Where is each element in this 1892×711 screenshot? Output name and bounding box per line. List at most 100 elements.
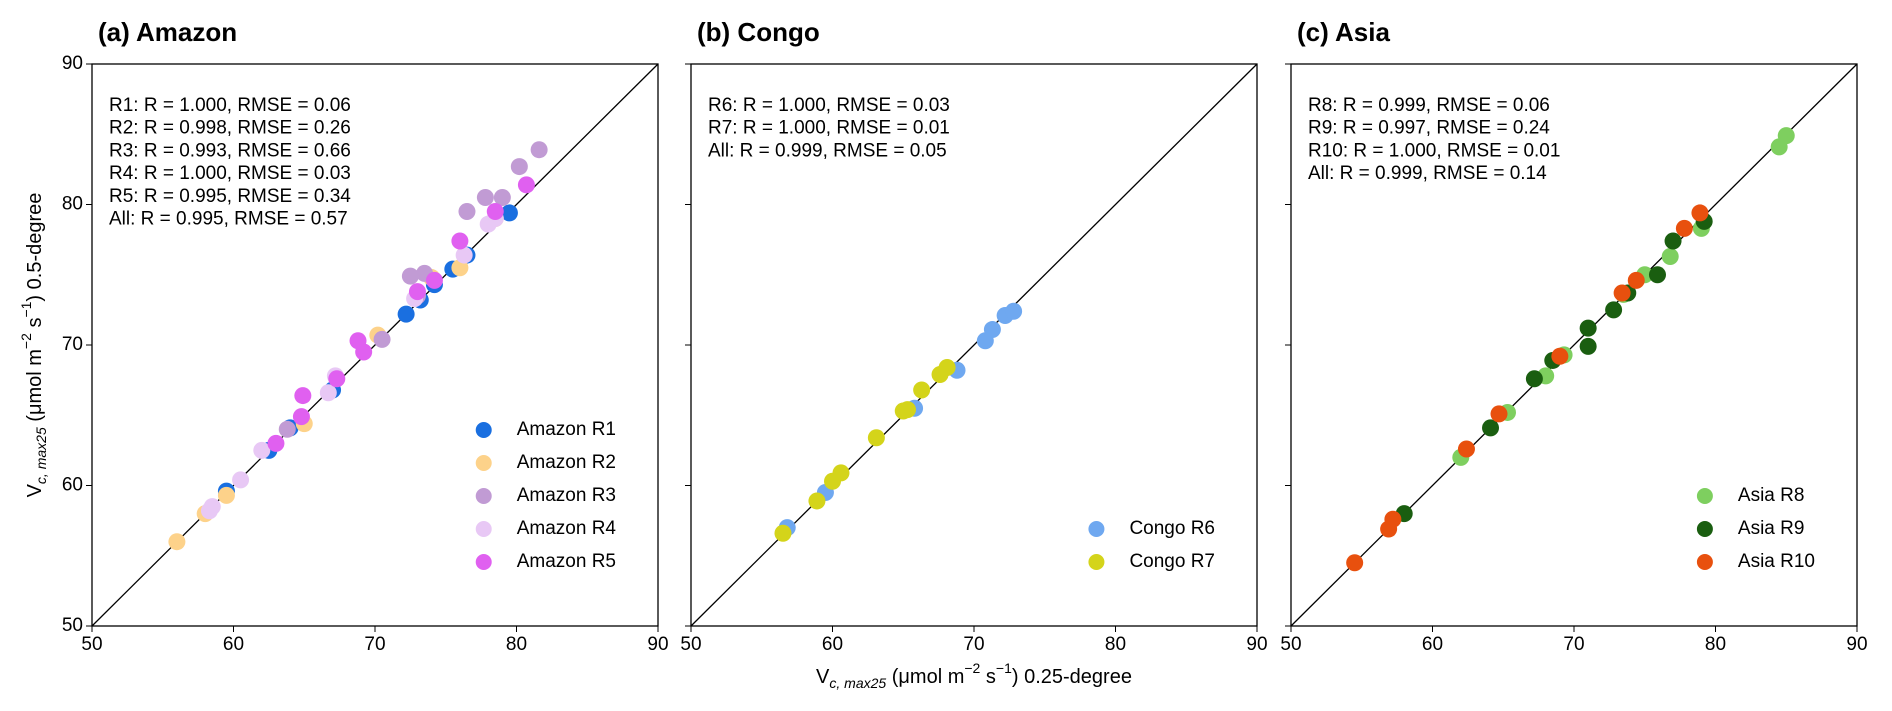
x-tick-label: 70 xyxy=(1563,634,1584,655)
scatter-point xyxy=(425,271,443,289)
stat-annotation: R7: R = 1.000, RMSE = 0.01 xyxy=(708,118,950,139)
x-tick-label: 60 xyxy=(1422,634,1443,655)
x-tick-label: 60 xyxy=(223,634,244,655)
stat-annotation: R8: R = 0.999, RMSE = 0.06 xyxy=(1308,95,1550,116)
y-tick-label: 50 xyxy=(62,615,83,636)
legend-marker xyxy=(1088,521,1105,537)
scatter-point xyxy=(1525,370,1543,388)
scatter-point xyxy=(278,420,296,438)
scatter-point xyxy=(1551,347,1569,365)
scatter-point xyxy=(1346,554,1364,572)
axis-label-part: −1 xyxy=(996,660,1012,676)
x-tick-label: 50 xyxy=(1280,634,1301,655)
legend-label: Congo R6 xyxy=(1129,518,1215,539)
legend-label: Asia R8 xyxy=(1738,485,1805,506)
scatter-point xyxy=(486,203,504,221)
x-tick-label: 50 xyxy=(680,634,701,655)
scatter-point xyxy=(1691,204,1709,222)
axis-label-part: (μmol m xyxy=(886,666,964,688)
legend-label: Amazon R3 xyxy=(517,485,616,506)
panel-title: (a) Amazon xyxy=(98,17,237,47)
legend-marker xyxy=(1696,521,1713,537)
scatter-point xyxy=(938,358,956,376)
axis-label-part: V xyxy=(816,666,830,688)
legend-label: Asia R9 xyxy=(1738,518,1805,539)
x-tick-label: 80 xyxy=(1705,634,1726,655)
scatter-point xyxy=(217,486,235,504)
scatter-point xyxy=(867,429,885,447)
y-tick-label: 60 xyxy=(62,475,83,496)
scatter-point xyxy=(913,381,931,399)
scatter-point xyxy=(832,464,850,482)
legend-marker xyxy=(1696,554,1713,570)
y-tick-label: 70 xyxy=(62,334,83,355)
legend-marker xyxy=(1088,554,1105,570)
legend-marker xyxy=(475,422,492,438)
stat-annotation: All: R = 0.999, RMSE = 0.05 xyxy=(708,140,947,161)
scatter-point xyxy=(458,203,476,221)
axis-label-part: ) 0.25-degree xyxy=(1012,666,1132,688)
stat-annotation: All: R = 0.995, RMSE = 0.57 xyxy=(109,209,348,230)
scatter-point xyxy=(328,370,346,388)
scatter-point xyxy=(1613,284,1631,302)
stat-annotation: R1: R = 1.000, RMSE = 0.06 xyxy=(109,95,351,116)
stat-annotation: R6: R = 1.000, RMSE = 0.03 xyxy=(708,95,950,116)
x-tick-label: 70 xyxy=(963,634,984,655)
scatter-point xyxy=(1005,302,1023,320)
y-tick-label: 80 xyxy=(62,194,83,215)
axis-label-part: c, max25 xyxy=(829,675,886,691)
axis-label-part: V xyxy=(24,483,46,497)
scatter-point xyxy=(774,524,792,542)
legend-label: Amazon R4 xyxy=(517,518,617,539)
scatter-point xyxy=(510,158,528,176)
scatter-point xyxy=(493,188,511,206)
stat-annotation: R9: R = 0.997, RMSE = 0.24 xyxy=(1308,118,1550,139)
stat-annotation: All: R = 0.999, RMSE = 0.14 xyxy=(1308,163,1547,184)
stat-annotation: R10: R = 1.000, RMSE = 0.01 xyxy=(1308,140,1560,161)
stat-annotation: R2: R = 0.998, RMSE = 0.26 xyxy=(109,118,351,139)
scatter-point xyxy=(1579,337,1597,355)
scatter-point xyxy=(808,492,826,510)
legend-label: Congo R7 xyxy=(1129,551,1215,572)
scatter-point xyxy=(476,188,494,206)
scatter-point xyxy=(294,387,312,405)
axis-label: Vc, max25 (μmol m−2 s−1) 0.5-degree xyxy=(18,193,49,498)
scatter-point xyxy=(1605,301,1623,319)
scatter-point xyxy=(232,471,250,489)
x-tick-label: 70 xyxy=(364,634,385,655)
stat-annotation: R4: R = 1.000, RMSE = 0.03 xyxy=(109,163,351,184)
scatter-point xyxy=(898,401,916,419)
x-tick-label: 50 xyxy=(81,634,102,655)
scatter-point xyxy=(517,176,535,194)
axis-label-part: s xyxy=(24,318,46,334)
scatter-point xyxy=(267,434,285,452)
axis-label-part: s xyxy=(980,666,996,688)
x-tick-label: 90 xyxy=(1846,634,1867,655)
scatter-point xyxy=(1490,405,1508,423)
x-tick-label: 90 xyxy=(647,634,668,655)
legend-marker xyxy=(1696,488,1713,504)
scatter-point xyxy=(1648,266,1666,284)
scatter-point xyxy=(1482,419,1500,437)
scatter-point xyxy=(455,246,473,264)
scatter-point xyxy=(983,321,1001,339)
y-tick-label: 90 xyxy=(62,53,83,74)
scatter-point xyxy=(319,384,337,402)
stat-annotation: R3: R = 0.993, RMSE = 0.66 xyxy=(109,140,351,161)
scatter-point xyxy=(408,283,426,301)
scatter-point xyxy=(1457,440,1475,458)
one-to-one-line xyxy=(91,63,659,627)
panel-title: (b) Congo xyxy=(697,17,820,47)
axis-label-part: ) 0.5-degree xyxy=(24,193,46,302)
legend-marker xyxy=(475,554,492,570)
legend-marker xyxy=(475,521,492,537)
scatter-point xyxy=(292,408,310,426)
scatter-point xyxy=(1384,510,1402,528)
scatter-point xyxy=(1777,127,1795,145)
legend-label: Amazon R2 xyxy=(517,452,616,473)
scatter-point xyxy=(1664,232,1682,250)
scatter-point xyxy=(1675,219,1693,237)
scatter-point xyxy=(530,141,548,159)
axis-label-part: −2 xyxy=(18,333,34,349)
